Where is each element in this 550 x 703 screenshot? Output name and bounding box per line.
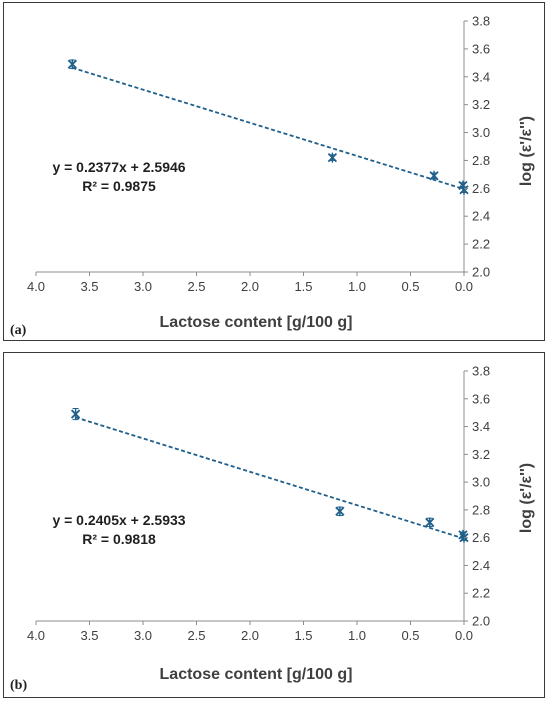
- y-tick-label: 3.0: [472, 125, 490, 140]
- y-tick-label: 2.2: [472, 237, 490, 252]
- data-point: [335, 506, 345, 517]
- y-tick-label: 3.2: [472, 97, 490, 112]
- chart-panel-a: 4.0 3.5 3.0 2.5 2.0 1.5 1.0 0.5 0.0 3.8 3.6 3.4 3.2…: [3, 2, 545, 341]
- y-tick-label: 3.2: [472, 447, 490, 462]
- x-tick-label: 3.5: [80, 279, 98, 294]
- x-tick-label: 3.0: [134, 628, 152, 643]
- data-point: [425, 517, 435, 528]
- y-tick-label: 2.2: [472, 586, 490, 601]
- x-tick-label: 3.5: [80, 628, 98, 643]
- x-tick-label: 1.5: [294, 628, 312, 643]
- x-tick-label: 3.0: [134, 279, 152, 294]
- panel-label-a: (a): [10, 323, 27, 338]
- data-point: [459, 184, 469, 195]
- y-tick-label: 3.0: [472, 475, 490, 490]
- y-tick-label: 2.8: [472, 502, 490, 517]
- x-tick-label: 4.0: [27, 279, 45, 294]
- x-tick-label: 2.5: [187, 279, 205, 294]
- trendline-equation-a: y = 0.2377x + 2.5946: [52, 159, 185, 175]
- trendline: [72, 66, 465, 190]
- x-tick-label: 2.5: [187, 628, 205, 643]
- y-tick-label: 2.8: [472, 153, 490, 168]
- r-squared-b: R² = 0.9818: [82, 531, 156, 547]
- x-tick-label: 0.0: [455, 628, 473, 643]
- x-axis-title-a: Lactose content [g/100 g]: [160, 314, 353, 331]
- trendline-equation-b: y = 0.2405x + 2.5933: [52, 512, 185, 528]
- x-tick-label: 4.0: [27, 628, 45, 643]
- y-tick-label: 2.6: [472, 181, 490, 196]
- y-tick-label: 3.8: [472, 364, 490, 379]
- chart-a-svg: 4.0 3.5 3.0 2.5 2.0 1.5 1.0 0.5 0.0 3.8 3.6 3.4 3.2…: [10, 14, 535, 339]
- r-squared-a: R² = 0.9875: [82, 178, 156, 194]
- y-tick-label: 3.6: [472, 391, 490, 406]
- panel-label-b: (b): [10, 678, 27, 693]
- x-tick-label: 1.0: [348, 279, 366, 294]
- x-tick-label: 1.0: [348, 628, 366, 643]
- x-tick-label: 2.0: [241, 279, 259, 294]
- y-tick-label: 3.4: [472, 419, 490, 434]
- x-tick-label: 1.5: [294, 279, 312, 294]
- y-tick-label: 2.6: [472, 530, 490, 545]
- y-tick-label: 3.6: [472, 41, 490, 56]
- y-tick-label: 2.0: [472, 614, 490, 629]
- chart-b-svg: 4.0 3.5 3.0 2.5 2.0 1.5 1.0 0.5 0.0 3.8 3.6 3.4 3.2…: [10, 364, 535, 694]
- y-axis-title-b: log (ε'/ε''): [518, 463, 535, 533]
- x-tick-label: 0.5: [401, 279, 419, 294]
- data-point: [327, 152, 338, 163]
- data-point: [429, 170, 439, 181]
- x-axis-title-b: Lactose content [g/100 g]: [160, 666, 353, 683]
- x-tick-label: 0.0: [455, 279, 473, 294]
- x-tick-label: 0.5: [401, 628, 419, 643]
- y-tick-label: 3.8: [472, 14, 490, 29]
- y-tick-label: 2.0: [472, 265, 490, 280]
- data-point: [67, 59, 78, 70]
- y-tick-label: 2.4: [472, 558, 490, 573]
- y-tick-label: 2.4: [472, 209, 490, 224]
- y-axis-title-a: log (ε'/ε''): [518, 116, 535, 186]
- trendline: [75, 416, 465, 540]
- y-tick-label: 3.4: [472, 69, 490, 84]
- chart-panel-b: 4.0 3.5 3.0 2.5 2.0 1.5 1.0 0.5 0.0 3.8 3.6 3.4 3.2…: [3, 352, 545, 698]
- data-point: [70, 408, 81, 421]
- x-tick-label: 2.0: [241, 628, 259, 643]
